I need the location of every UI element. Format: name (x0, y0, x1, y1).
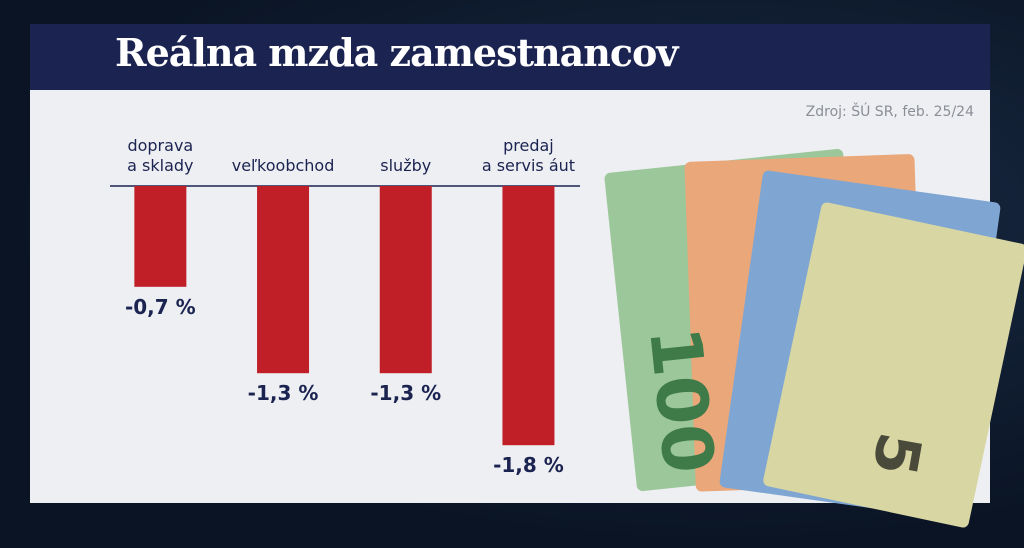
source: Zdroj: ŠÚ SR, feb. 25/24 (805, 104, 974, 120)
category-label: veľkoobchod (231, 156, 335, 175)
value-label: -1,3 % (370, 381, 442, 406)
value-label: -0,7 % (124, 294, 196, 319)
banknotes: 100 5 (604, 148, 1024, 528)
value-label: -1,3 % (247, 381, 319, 406)
category-label: predaj a servis áut (481, 136, 576, 175)
value-label: -1,8 % (493, 453, 564, 478)
category-label: doprava a sklady (127, 136, 194, 175)
header (30, 24, 990, 90)
bar (502, 186, 555, 446)
chart-title: Reálna mzda zamestnancov (115, 30, 678, 75)
category-label: služby (380, 156, 432, 175)
bar (379, 186, 432, 374)
bar (257, 186, 310, 374)
bar (134, 186, 187, 287)
svg-text:100: 100 (633, 323, 730, 477)
